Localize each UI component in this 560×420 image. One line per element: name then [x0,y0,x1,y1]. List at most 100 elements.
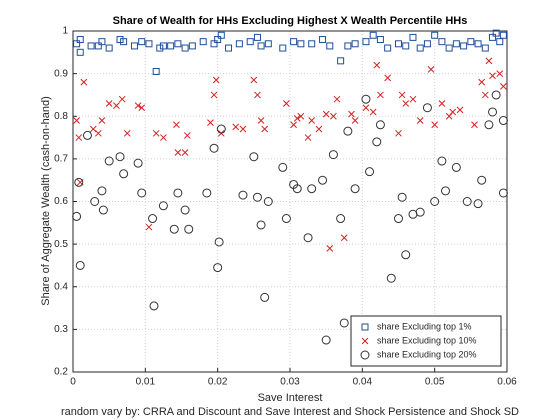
point [326,245,334,252]
point [152,67,160,75]
point [145,223,153,231]
y-tick-label: 1 [62,26,68,37]
point [232,123,240,131]
point [115,152,125,162]
point [290,121,297,129]
y-tick-label: 0.3 [54,324,68,335]
point [384,44,392,52]
point [481,44,489,52]
point [75,260,85,270]
point [384,74,392,82]
point [217,31,225,39]
point [361,94,371,104]
point [416,44,424,52]
point [73,40,81,48]
point [213,263,223,273]
point [348,110,355,118]
legend-label: share Excluding top 1% [377,321,472,331]
y-tick-label: 0.2 [54,367,68,378]
x-tick-label: 0.05 [425,377,445,388]
point [492,29,500,37]
point [90,197,100,206]
point [427,66,435,73]
point [290,38,298,46]
point [398,91,406,99]
point [451,162,461,172]
point [373,61,381,69]
point [326,42,334,50]
point [340,234,348,242]
x-tick-label: 0.03 [280,377,300,388]
point [297,40,305,48]
legend-label: share Excluding top 20% [377,349,477,359]
point [416,117,424,124]
point [167,42,175,50]
point [253,33,261,41]
point [471,121,478,129]
point [212,76,220,84]
point [158,201,168,211]
chart-title: Share of Wealth for HHs Excluding Highes… [113,15,468,27]
x-tick-label: 0 [70,377,76,388]
point [322,110,330,118]
point [249,152,259,162]
point [214,237,224,247]
point [395,129,402,137]
point [238,190,248,200]
point [145,40,153,48]
point [120,38,128,46]
x-axis-label: Save Interest [258,392,323,404]
point [308,40,316,48]
point [292,184,302,194]
point [260,292,270,302]
point [256,220,266,230]
point [485,57,493,65]
point [496,70,504,77]
point [105,100,113,107]
point [488,107,498,117]
point [75,134,83,141]
point [456,106,464,114]
point [159,42,167,50]
point [401,250,411,260]
point [210,40,218,48]
point [377,91,384,99]
point [351,40,359,48]
point [250,76,258,84]
point [137,188,147,198]
point [369,108,377,116]
point [235,40,243,48]
point [351,117,359,124]
point [318,175,328,185]
point [98,117,106,124]
point [119,169,129,179]
point [372,137,382,147]
point [134,102,142,109]
point [278,162,288,172]
point [409,33,417,41]
x-tick-label: 0.04 [353,377,373,388]
point [423,40,431,48]
point [264,40,272,48]
x-tick-label: 0.06 [497,377,517,388]
point [239,125,247,133]
point [123,129,131,137]
point [94,42,102,50]
point [321,335,331,345]
y-tick-label: 0.8 [54,111,68,122]
point [181,44,189,52]
point [180,205,190,215]
legend-box [350,315,502,367]
point [484,120,494,130]
point [474,40,482,48]
point [130,42,138,50]
point [500,83,507,90]
point [491,90,501,100]
point [397,192,407,202]
point [254,91,261,99]
point [498,188,508,198]
point [207,119,214,126]
point [365,167,375,177]
point [209,143,219,153]
